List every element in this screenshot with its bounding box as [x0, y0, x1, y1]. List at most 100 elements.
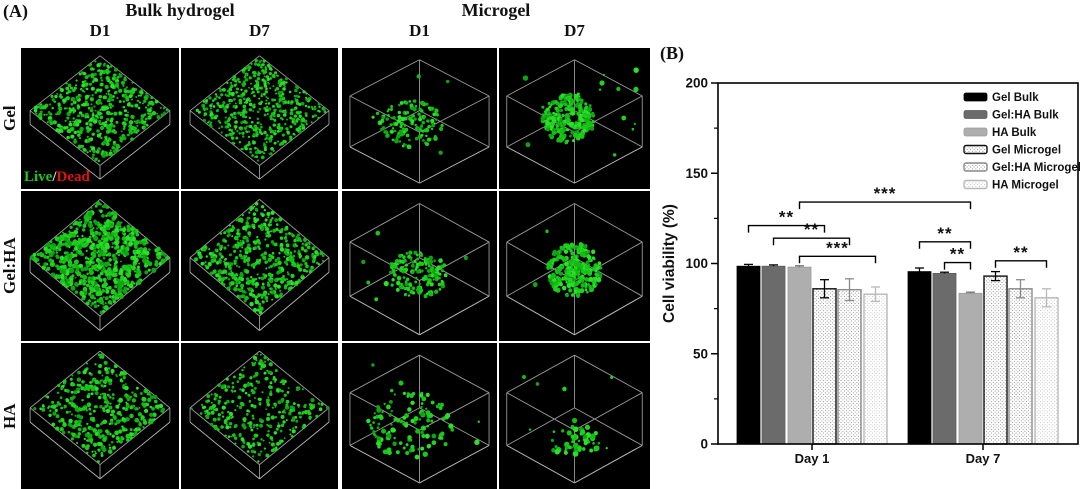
- y-tick-label-150: 150: [685, 166, 708, 181]
- y-tick-label-50: 50: [693, 346, 708, 361]
- legend-item-ha-bulk: HA Bulk: [963, 127, 1037, 139]
- legend-swatch-gel-bulk: [963, 92, 988, 102]
- error-bar: [871, 286, 880, 303]
- legend-label-ha-bulk: HA Bulk: [992, 127, 1037, 139]
- y-axis-label: Cell viability (%): [661, 204, 678, 323]
- legend-label-ha-microgel: HA Microgel: [992, 180, 1059, 192]
- sig-label: ***: [826, 238, 849, 257]
- confocal-render-gel-bulk-d1: [29, 55, 171, 180]
- confocal-image-ha-bulk-d1: [21, 343, 179, 489]
- confocal-image-gel-bulk-d1: Live/Dead: [21, 48, 179, 189]
- error-bar: [795, 265, 804, 268]
- error-bar: [966, 291, 975, 294]
- confocal-render-gelha-bulk-d7: [189, 198, 330, 331]
- bar-gel-ha-microgel-day-7: [1008, 288, 1033, 445]
- legend-item-gel-ha-microgel: Gel:HA Microgel: [963, 162, 1080, 174]
- error-bar: [991, 270, 1000, 282]
- sig-bracket: [918, 241, 972, 249]
- bar-gel-bulk-day-7: [907, 271, 932, 445]
- x-label-day-7: Day 7: [966, 451, 1001, 466]
- confocal-image-gel-bulk-d7: [181, 48, 338, 189]
- bar-gel-microgel-day-7: [983, 275, 1008, 445]
- legend-item-gel-ha-bulk: Gel:HA Bulk: [963, 110, 1059, 122]
- error-bar: [744, 263, 753, 267]
- bar-gel-microgel-day-1: [812, 288, 837, 445]
- legend-label-gel-ha-bulk: Gel:HA Bulk: [992, 110, 1059, 122]
- bar-gel-bulk-day-1: [736, 265, 761, 445]
- y-tick-label-200: 200: [685, 76, 708, 91]
- panel-b-label: (B): [660, 43, 684, 63]
- bar-ha-microgel-day-7: [1034, 297, 1059, 445]
- confocal-image-gelha-bulk-d1: [21, 191, 179, 341]
- panel-b: (B): [660, 0, 1080, 489]
- confocal-render-gelha-microgel-d7: [506, 203, 643, 336]
- panel-a: (A) Bulk hydrogel Microgel D1 D7 D1 D7 G…: [0, 0, 650, 489]
- sig-bracket: [747, 224, 826, 233]
- sig-label: ***: [874, 184, 897, 203]
- legend-swatch-ha-bulk: [963, 127, 988, 137]
- confocal-render-gel-microgel-d7: [506, 59, 643, 184]
- cell-viability-chart: 0 50 100 150 200 Cell viability (%) Day 1 Day 7…: [661, 76, 1080, 466]
- confocal-image-gelha-microgel-d1: [342, 191, 497, 341]
- sig-bracket: [994, 260, 1048, 268]
- legend-item-ha-microgel: HA Microgel: [963, 180, 1059, 192]
- live-label: Live: [24, 169, 53, 185]
- error-bar: [820, 279, 829, 299]
- error-bar: [769, 264, 778, 267]
- x-label-day-1: Day 1: [795, 451, 830, 466]
- confocal-render-ha-microgel-d7: [506, 354, 643, 484]
- legend-label-gel-bulk: Gel Bulk: [992, 92, 1039, 104]
- row-label-gel-ha: Gel:HA: [0, 237, 19, 295]
- legend-label-gel-ha-microgel: Gel:HA Microgel: [992, 162, 1080, 174]
- sig-bracket: [798, 255, 877, 264]
- y-tick-label-100: 100: [685, 256, 708, 271]
- col-header-bulk-d1: D1: [89, 21, 111, 40]
- error-bar: [940, 271, 949, 274]
- confocal-render-ha-bulk-d7: [189, 350, 330, 480]
- legend-item-gel-microgel: Gel Microgel: [963, 144, 1061, 157]
- row-label-ha: HA: [0, 403, 19, 429]
- error-bar: [915, 267, 924, 272]
- bar-gel-ha-bulk-day-7: [932, 272, 957, 445]
- sig-label: **: [937, 224, 952, 243]
- row-label-gel: Gel: [0, 105, 19, 132]
- error-bar: [1016, 279, 1025, 299]
- confocal-render-ha-microgel-d1: [349, 354, 490, 484]
- legend-label-gel-microgel: Gel Microgel: [992, 145, 1061, 157]
- sig-bracket: [798, 201, 972, 210]
- live-dead-separator: /: [52, 169, 57, 185]
- sig-bracket: [943, 261, 972, 270]
- confocal-grid: Live/Dead: [21, 48, 650, 489]
- sig-label: **: [950, 245, 965, 264]
- confocal-render-gelha-microgel-d1: [349, 203, 490, 336]
- group-header-bulk-hydrogel: Bulk hydrogel: [125, 0, 235, 20]
- confocal-render-gelha-bulk-d1: [29, 198, 171, 331]
- bar-ha-bulk-day-7: [958, 292, 983, 445]
- live-dead-legend: Live/Dead: [24, 169, 90, 186]
- confocal-image-ha-microgel-d1: [342, 343, 497, 489]
- confocal-image-gel-microgel-d1: [342, 48, 497, 189]
- sig-bracket: [772, 237, 851, 246]
- bar-gel-ha-bulk-day-1: [761, 265, 786, 445]
- confocal-render-gel-microgel-d1: [349, 59, 490, 184]
- confocal-render-ha-bulk-d1: [29, 350, 171, 480]
- legend-swatch-gel-ha-microgel: [963, 162, 988, 172]
- confocal-image-gel-microgel-d7: [499, 48, 650, 189]
- sig-label: **: [804, 220, 819, 239]
- error-bar: [845, 278, 854, 302]
- y-tick-label-0: 0: [700, 437, 708, 452]
- legend-item-gel-bulk: Gel Bulk: [963, 92, 1039, 104]
- col-header-microgel-d1: D1: [409, 21, 430, 40]
- col-header-bulk-d7: D7: [249, 21, 270, 40]
- col-header-microgel-d7: D7: [564, 21, 585, 40]
- confocal-image-gelha-microgel-d7: [499, 191, 650, 341]
- legend-swatch-gel-microgel: [963, 144, 988, 155]
- confocal-image-ha-bulk-d7: [181, 343, 338, 489]
- sig-label: **: [779, 208, 794, 227]
- dead-label: Dead: [56, 169, 90, 185]
- bar-ha-bulk-day-1: [787, 266, 812, 445]
- legend-swatch-gel-ha-bulk: [963, 110, 988, 119]
- confocal-render-gel-bulk-d7: [189, 55, 330, 180]
- confocal-image-gelha-bulk-d7: [181, 191, 338, 341]
